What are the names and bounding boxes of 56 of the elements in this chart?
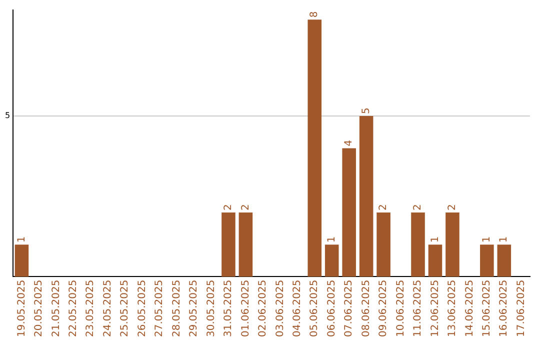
x-tick-label: 13.06.2025 xyxy=(447,280,458,338)
data-label: 1 xyxy=(16,236,28,243)
x-tick-label: 17.06.2025 xyxy=(516,280,527,338)
data-label: 8 xyxy=(309,11,320,18)
x-tick-label: 23.05.2025 xyxy=(85,280,96,338)
data-label: 2 xyxy=(412,204,424,210)
data-label: 4 xyxy=(344,140,355,146)
x-tick-label: 28.05.2025 xyxy=(171,280,182,338)
x-tick-label: 01.06.2025 xyxy=(240,280,252,338)
bar xyxy=(497,244,512,277)
data-label: 5 xyxy=(360,108,372,114)
x-tick-label: 09.06.2025 xyxy=(378,280,390,338)
data-label: 1 xyxy=(326,236,338,243)
bar xyxy=(446,212,460,277)
x-tick-label: 25.05.2025 xyxy=(120,280,131,338)
x-tick-label: 08.06.2025 xyxy=(360,280,372,338)
bar xyxy=(222,212,236,277)
bar xyxy=(342,148,356,277)
data-label: 1 xyxy=(430,236,441,243)
x-tick-label: 31.05.2025 xyxy=(223,280,234,338)
data-label: 1 xyxy=(482,236,493,243)
bar xyxy=(324,244,339,277)
x-tick-label: 06.06.2025 xyxy=(326,280,338,338)
x-tick-label: 10.06.2025 xyxy=(395,280,406,338)
data-label: 2 xyxy=(378,204,390,210)
data-label: 2 xyxy=(240,204,252,210)
x-tick-label: 03.06.2025 xyxy=(274,280,286,338)
bar xyxy=(428,244,442,277)
x-tick-label: 29.05.2025 xyxy=(188,280,200,338)
data-label: 2 xyxy=(223,204,234,210)
x-tick-label: 07.06.2025 xyxy=(344,280,355,338)
bar xyxy=(308,20,322,277)
bar xyxy=(359,116,374,277)
data-label: 1 xyxy=(498,236,510,243)
x-tick-label: 27.05.2025 xyxy=(154,280,166,338)
x-tick-label: 14.06.2025 xyxy=(464,280,476,338)
x-tick-label: 04.06.2025 xyxy=(292,280,303,338)
bar xyxy=(376,212,390,277)
x-tick-label: 21.05.2025 xyxy=(50,280,62,338)
x-tick-label: 05.06.2025 xyxy=(309,280,320,338)
x-tick-label: 16.06.2025 xyxy=(498,280,510,338)
x-tick-label: 19.05.2025 xyxy=(16,280,28,338)
x-tick-label: 20.05.2025 xyxy=(34,280,45,338)
data-label: 2 xyxy=(447,204,458,210)
x-tick-label: 24.05.2025 xyxy=(102,280,114,338)
x-tick-label: 15.06.2025 xyxy=(482,280,493,338)
bar xyxy=(411,212,425,277)
bar xyxy=(14,244,29,277)
x-tick-label: 11.06.2025 xyxy=(412,280,424,338)
x-tick-label: 22.05.2025 xyxy=(68,280,79,338)
x-tick-label: 30.05.2025 xyxy=(206,280,217,338)
bar xyxy=(238,212,253,277)
x-tick-label: 26.05.2025 xyxy=(136,280,148,338)
x-tick-label: 02.06.2025 xyxy=(258,280,269,338)
bar xyxy=(480,244,494,277)
x-tick-label: 12.06.2025 xyxy=(430,280,441,338)
